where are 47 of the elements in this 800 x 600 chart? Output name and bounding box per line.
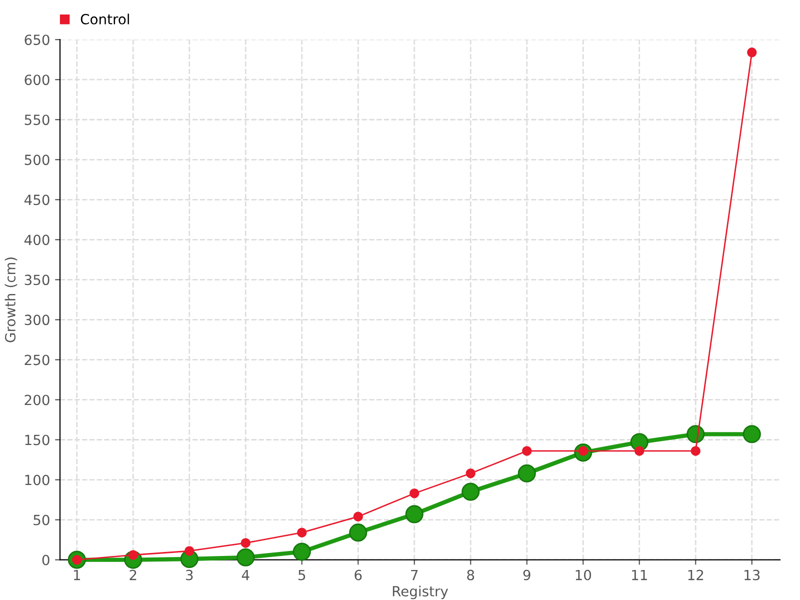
x-tick-label: 11 [632,570,647,580]
y-tick-label: 350 [24,274,50,286]
x-tick-label: 2 [130,570,136,580]
x-tick-label: 4 [242,570,250,580]
y-tick-label: 150 [25,434,50,446]
x-tick-label: 5 [298,570,306,580]
y-tick-label: 250 [24,354,50,366]
point [349,524,368,542]
x-tick-label: 3 [186,570,193,580]
point [742,425,761,444]
y-axis-title: Growth (cm) [4,258,18,342]
point [240,538,250,548]
x-axis-title: Registry [392,586,448,600]
y-tick-label: 450 [24,194,50,206]
x-tick-label: 9 [523,570,530,580]
x-tick-label: 7 [411,570,418,580]
point [236,548,255,566]
y-tick-label: 50 [34,514,50,526]
y-tick-label: 100 [25,474,50,486]
y-tick-label: 650 [24,34,50,46]
point [292,542,311,561]
legend-label: Control [80,14,129,24]
x-tick-label: 12 [688,570,704,580]
point [518,464,536,482]
point [747,48,757,58]
x-tick-label: 10 [576,570,592,580]
point [297,528,307,538]
x-tick-label: 1 [74,570,80,580]
x-tick-label: 8 [467,570,474,580]
point [353,512,363,522]
point [634,446,644,456]
point [184,546,194,556]
point [690,446,700,456]
point [462,482,480,501]
y-tick-label: 200 [24,394,50,406]
y-tick-label: 600 [24,74,50,86]
y-tick-label: 0 [42,554,50,566]
y-tick-label: 500 [24,154,50,166]
y-tick-label: 400 [24,234,50,246]
point [405,505,424,524]
point [466,468,476,478]
y-tick-label: 300 [24,314,50,326]
x-tick-label: 6 [354,570,362,580]
point [522,446,532,456]
point [410,488,420,498]
x-tick-label: 13 [744,570,760,580]
y-tick-label: 550 [24,114,50,126]
